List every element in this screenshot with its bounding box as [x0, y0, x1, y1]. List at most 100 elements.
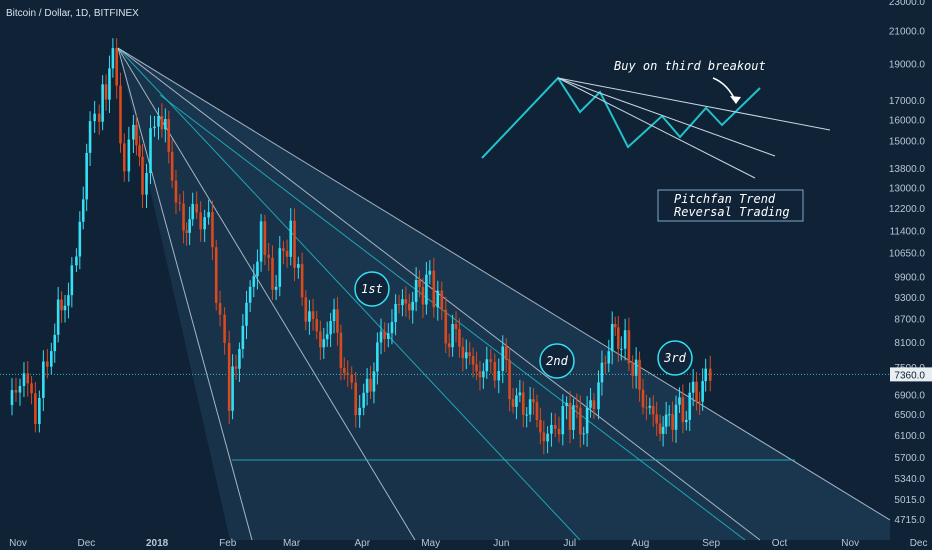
candle-body	[638, 359, 641, 390]
candle-body	[157, 115, 160, 127]
candle-body	[170, 151, 174, 181]
candle-body	[532, 399, 535, 403]
candle-body	[256, 261, 259, 277]
candle-body	[471, 355, 475, 365]
candle-body	[164, 118, 167, 130]
candle-body	[132, 124, 135, 140]
candle-body	[592, 400, 596, 410]
candle-body	[658, 423, 662, 434]
price-tick-label: 10650.0	[889, 249, 926, 260]
candle-body	[325, 334, 329, 340]
candle-body	[174, 180, 178, 203]
price-tick-label: 23000.0	[889, 0, 926, 8]
candle-body	[565, 402, 568, 407]
candle-body	[447, 343, 451, 348]
candle-body	[56, 299, 60, 335]
candle-body	[597, 382, 600, 410]
candle-body	[397, 304, 401, 306]
candle-body	[50, 351, 53, 367]
candle-body	[101, 84, 104, 122]
price-tick-label: 9900.0	[894, 272, 925, 283]
candle-body	[214, 247, 218, 304]
candle-body	[135, 124, 138, 146]
price-tick-label: 11400.0	[890, 226, 926, 237]
time-tick-label: Mar	[283, 538, 301, 549]
candle-body	[315, 318, 319, 332]
candle-body	[81, 199, 85, 222]
candle-body	[93, 113, 96, 122]
candle-body	[708, 368, 712, 381]
candle-body	[691, 381, 695, 393]
candle-body	[38, 397, 41, 424]
candle-body	[343, 368, 346, 374]
time-tick-label: Jul	[563, 538, 576, 549]
candle-body	[26, 373, 30, 384]
candle-body	[444, 309, 448, 344]
candle-body	[127, 139, 131, 172]
candle-body	[604, 362, 607, 364]
candle-body	[104, 84, 108, 100]
info-box-line-1: Pitchfan Trend	[674, 192, 776, 206]
candle-body	[542, 432, 546, 442]
candle-body	[300, 264, 304, 298]
candle-body	[78, 221, 82, 257]
badge-2nd-label: 2nd	[546, 354, 568, 368]
candle-body	[241, 325, 245, 349]
candle-body	[515, 395, 518, 407]
candle-body	[376, 342, 379, 372]
price-tick-label: 15000.0	[889, 137, 926, 148]
candle-body	[655, 414, 658, 424]
candle-body	[436, 290, 440, 308]
candle-body	[664, 414, 668, 427]
candle-body	[138, 145, 141, 157]
schematic-zigzag	[481, 76, 761, 159]
price-tick-label: 19000.0	[889, 59, 926, 70]
candle-body	[10, 390, 14, 406]
candle-body	[63, 305, 67, 311]
candle-body	[535, 402, 539, 421]
candle-body	[518, 392, 522, 396]
candle-body	[704, 368, 707, 382]
candle-body	[111, 48, 115, 69]
arrow-head-icon	[730, 96, 741, 104]
badge-2nd-circle	[539, 343, 575, 379]
candle-body	[145, 173, 148, 195]
candle-body	[185, 230, 188, 233]
candle-body	[199, 212, 202, 230]
time-tick-label: Feb	[219, 538, 237, 549]
candle-body	[60, 299, 63, 311]
candle-body	[30, 383, 33, 394]
candle-body	[610, 323, 614, 352]
candle-body	[428, 270, 432, 275]
last-price-tag	[890, 367, 932, 382]
price-tick-label: 6900.0	[894, 390, 925, 401]
candle-body	[681, 397, 685, 423]
candle-body	[271, 257, 274, 290]
price-axis: 23000.0 21000.0 19000.0 17000.0 16000.0 15000…	[889, 0, 932, 526]
candle-body	[568, 402, 572, 430]
candle-body	[607, 351, 611, 364]
candle-body	[511, 399, 515, 407]
candle-body	[149, 128, 152, 174]
candle-body	[263, 221, 267, 255]
candle-body	[561, 406, 565, 435]
candle-body	[489, 359, 493, 362]
candle-body	[648, 405, 652, 408]
chart-title: Bitcoin / Dollar, 1D, BITFINEX	[6, 8, 139, 19]
candle-body	[223, 314, 226, 343]
candle-body	[667, 414, 671, 416]
price-tick-label: 13800.0	[889, 164, 926, 175]
candle-body	[525, 414, 528, 416]
candle-body	[167, 118, 171, 152]
candle-body	[600, 362, 604, 383]
candle-body	[661, 426, 665, 434]
candle-body	[627, 330, 631, 364]
candle-body	[698, 401, 701, 403]
candle-body	[289, 220, 293, 257]
candle-body	[67, 295, 70, 306]
time-tick-label: Aug	[632, 538, 650, 549]
candle-body	[623, 330, 627, 349]
candle-body	[248, 286, 252, 303]
candle-body	[425, 274, 428, 305]
